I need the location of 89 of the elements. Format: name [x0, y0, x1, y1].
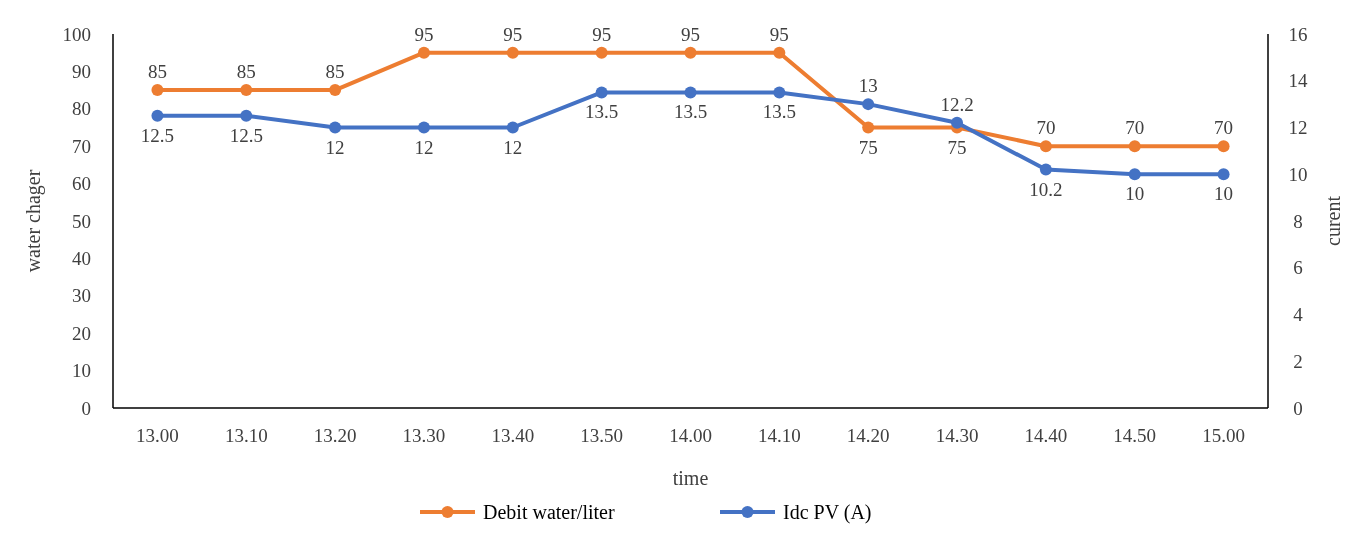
data-label: 70 [1125, 117, 1145, 139]
point [773, 86, 786, 99]
data-label: 13.5 [762, 101, 796, 123]
point [417, 121, 430, 134]
x-tick-label: 14.00 [669, 425, 712, 446]
point [1128, 168, 1141, 181]
point [329, 121, 342, 134]
y-axis-title: water chager [22, 169, 45, 273]
x-tick-label: 14.20 [846, 425, 890, 446]
x-tick-label: 13.10 [224, 425, 268, 446]
x-tick-label: 13.20 [313, 425, 357, 446]
point [684, 86, 697, 99]
point [151, 84, 164, 97]
y2-tick-label: 12 [1288, 117, 1308, 139]
x-tick-label: 15.00 [1202, 425, 1245, 446]
point [1039, 163, 1052, 176]
y-tick-label: 20 [72, 322, 91, 344]
point [1039, 140, 1052, 153]
data-label: 85 [236, 61, 256, 83]
data-label: 13.5 [585, 101, 619, 123]
y2-tick-label: 0 [1293, 397, 1303, 419]
x-axis-title: time [672, 467, 709, 489]
legend-label: Idc PV (A) [783, 501, 872, 524]
y2-axis-title: curent [1322, 195, 1344, 246]
point [151, 109, 164, 122]
x-tick-label: 13.30 [402, 425, 446, 446]
point [417, 46, 430, 59]
data-label: 12.2 [940, 93, 974, 115]
x-tick-label: 13.00 [136, 425, 179, 446]
data-label: 13 [858, 75, 878, 97]
y2-tick-label: 8 [1293, 210, 1303, 232]
data-label: 70 [1214, 117, 1234, 139]
data-label: 75 [947, 136, 967, 158]
y2-tick-label: 6 [1293, 257, 1303, 279]
legend-label: Debit water/liter [483, 501, 615, 523]
point [1217, 140, 1230, 153]
data-label: 75 [858, 136, 878, 158]
x-tick-label: 13.40 [491, 425, 535, 446]
y2-tick-label: 2 [1293, 350, 1303, 372]
y-tick-label: 90 [72, 61, 91, 83]
data-label: 85 [147, 61, 167, 83]
data-label: 70 [1036, 117, 1056, 139]
y2-tick-label: 4 [1293, 304, 1304, 326]
point [862, 98, 875, 111]
point [329, 84, 342, 97]
data-label: 12 [503, 136, 523, 158]
data-label: 10 [1125, 183, 1145, 205]
y2-tick-label: 10 [1288, 163, 1308, 185]
x-tick-label: 14.10 [757, 425, 801, 446]
data-label: 95 [592, 23, 612, 45]
y-tick-label: 100 [62, 23, 91, 45]
point [862, 121, 875, 134]
y-tick-label: 0 [81, 397, 91, 419]
point [240, 84, 253, 97]
point [1128, 140, 1141, 153]
x-tick-label: 14.40 [1024, 425, 1068, 446]
y-tick-label: 40 [72, 248, 91, 270]
data-label: 85 [325, 61, 345, 83]
data-label: 95 [414, 23, 434, 45]
y-tick-label: 50 [72, 210, 91, 232]
data-label: 10.2 [1029, 178, 1063, 200]
y2-tick-label: 14 [1288, 70, 1308, 92]
y-tick-label: 80 [72, 98, 91, 120]
point [951, 116, 964, 129]
y-tick-label: 60 [72, 173, 91, 195]
y-tick-label: 10 [72, 360, 91, 382]
y-tick-label: 30 [72, 285, 91, 307]
point [506, 46, 519, 59]
point [595, 86, 608, 99]
data-label: 95 [503, 23, 523, 45]
x-tick-label: 14.50 [1113, 425, 1157, 446]
data-label: 12.5 [140, 124, 175, 146]
point [773, 46, 786, 59]
y-tick-label: 70 [72, 135, 91, 157]
point [595, 46, 608, 59]
data-label: 95 [769, 23, 789, 45]
data-label: 95 [681, 23, 700, 45]
x-tick-label: 13.50 [580, 425, 624, 446]
y2-tick-label: 16 [1288, 23, 1308, 45]
data-label: 13.5 [673, 101, 708, 123]
point [1217, 168, 1230, 181]
point [506, 121, 519, 134]
data-label: 10 [1214, 183, 1234, 205]
data-label: 12 [325, 136, 345, 158]
x-tick-label: 14.30 [935, 425, 979, 446]
point [240, 109, 253, 122]
data-label: 12.5 [229, 124, 263, 146]
data-label: 12 [414, 136, 434, 158]
point [684, 46, 697, 59]
